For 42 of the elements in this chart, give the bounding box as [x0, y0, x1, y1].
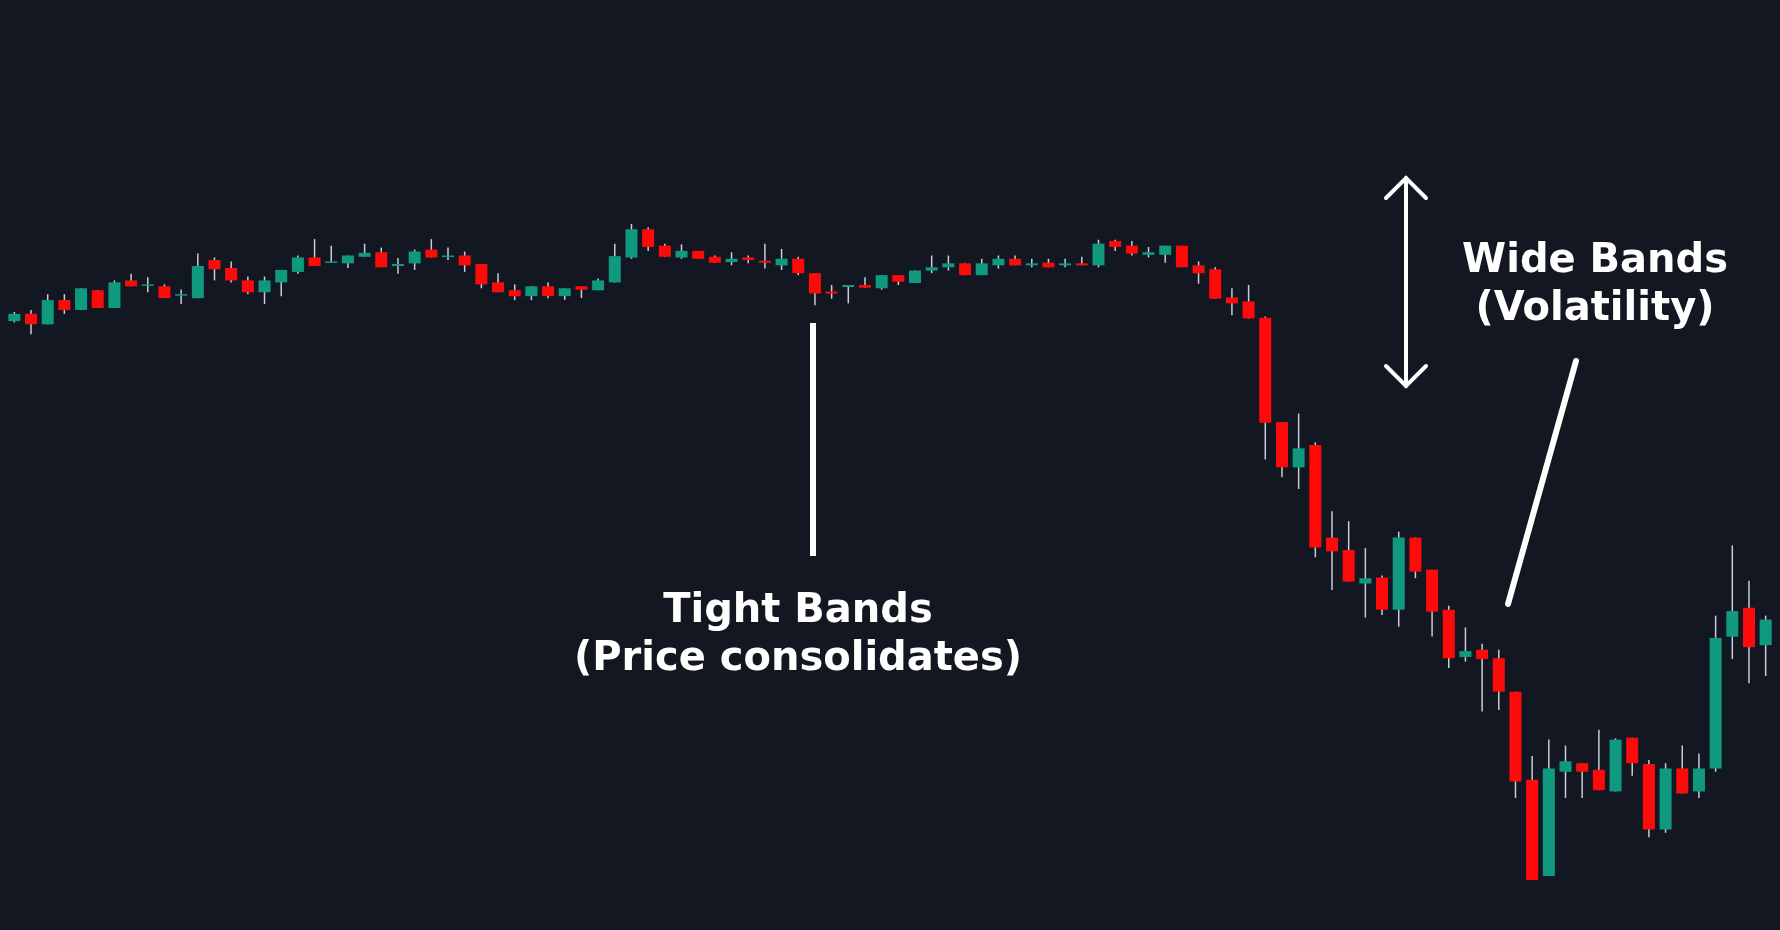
annotation: Tight Bands (Price consolidates) — [573, 585, 1023, 679]
candlestick — [25, 309, 38, 335]
candlestick — [1242, 284, 1255, 320]
candlestick — [58, 293, 71, 315]
candlestick — [308, 238, 321, 267]
candlestick — [1075, 256, 1088, 267]
candlestick — [258, 275, 271, 305]
candlestick — [792, 256, 805, 276]
candlestick — [1592, 729, 1605, 791]
candlestick — [1459, 626, 1472, 663]
candlestick — [75, 287, 88, 311]
candlestick — [1025, 258, 1038, 269]
candlestick — [1326, 510, 1338, 591]
candlestick — [475, 263, 488, 290]
candlestick — [642, 226, 655, 252]
candlestick — [1092, 238, 1105, 269]
candlestick — [1559, 744, 1572, 799]
candlestick — [442, 246, 454, 261]
candlestick — [325, 244, 338, 264]
candlestick — [175, 288, 188, 305]
candlestick — [1359, 547, 1372, 619]
candlestick — [808, 272, 821, 307]
candlestick — [1225, 287, 1238, 316]
candlestick — [758, 242, 771, 270]
candlestick — [1292, 412, 1305, 490]
candlestick — [1576, 762, 1589, 799]
candlestick — [208, 256, 221, 282]
candlestick — [1476, 643, 1489, 713]
candlestick — [842, 284, 855, 305]
candlestick — [141, 276, 154, 293]
candlestick — [1059, 258, 1072, 269]
candlestick — [275, 269, 288, 297]
annotation: Wide Bands (Volatility) — [1462, 235, 1728, 329]
candlestick — [225, 260, 238, 284]
candlestick — [1692, 752, 1705, 799]
candlestick — [775, 248, 788, 271]
candlestick — [858, 276, 871, 289]
candlestick — [1192, 260, 1205, 285]
candlestick — [408, 248, 421, 271]
candlestick — [391, 257, 404, 275]
candlestick — [458, 250, 471, 273]
candlestick — [291, 254, 304, 275]
